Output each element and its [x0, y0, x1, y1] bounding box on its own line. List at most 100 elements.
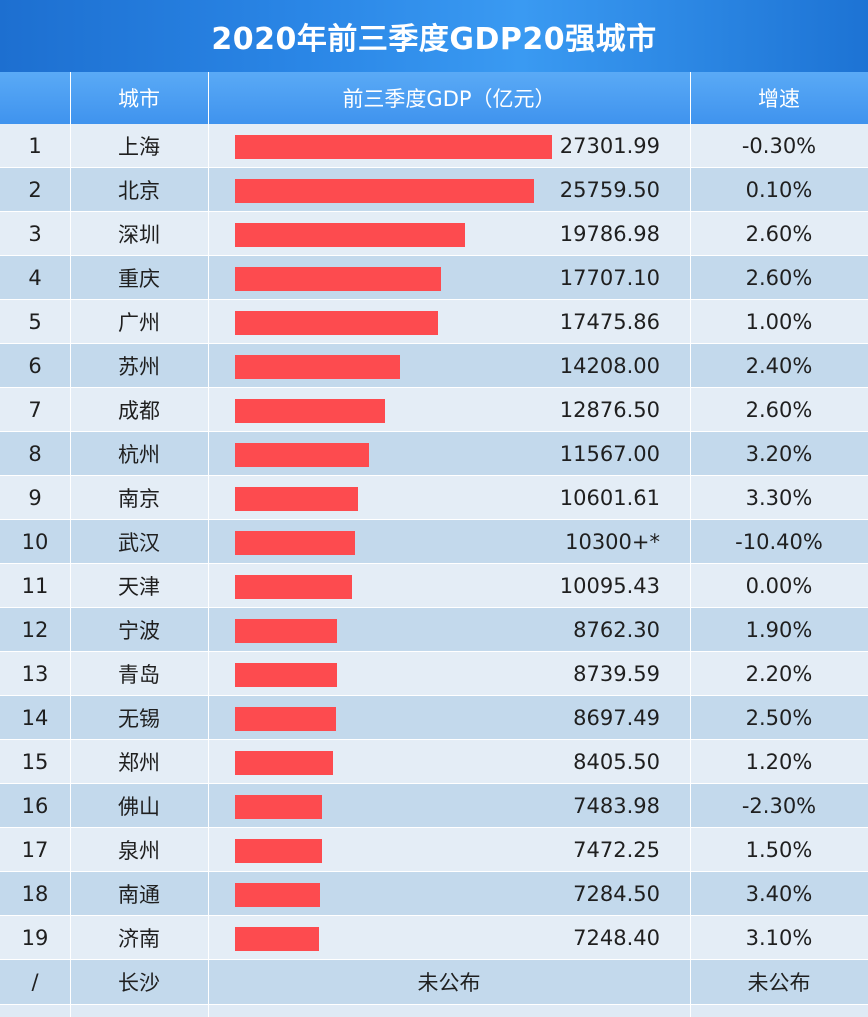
growth-cell: 3.10% — [745, 925, 813, 950]
table-body: 1 上海 27301.99 -0.30% 2 北京 25759.50 0.10% 3 深圳 1978… — [0, 124, 868, 1005]
gdp-bar — [235, 663, 337, 687]
growth-cell: 1.20% — [745, 749, 813, 774]
table-row: 18 南通 7284.50 3.40% — [0, 872, 868, 916]
table-row: 8 杭州 11567.00 3.20% — [0, 432, 868, 476]
gdp-cell: 8405.50 — [208, 740, 690, 783]
table-row: 10 武汉 10300+* -10.40% — [0, 520, 868, 564]
growth-cell: 2.60% — [745, 397, 813, 422]
gdp-value-label: 17707.10 — [559, 265, 660, 290]
city-cell: 杭州 — [118, 442, 160, 467]
city-cell: 无锡 — [118, 706, 160, 731]
gdp-bar — [235, 927, 320, 951]
city-cell: 成都 — [118, 398, 160, 423]
column-divider — [70, 72, 71, 1017]
gdp-value-label: 7483.98 — [573, 793, 660, 818]
header-gdp: 前三季度GDP（亿元） — [342, 87, 556, 111]
rank-cell: 9 — [28, 485, 42, 510]
rank-cell: 14 — [21, 705, 49, 730]
growth-cell: 1.90% — [745, 617, 813, 642]
growth-cell: 2.50% — [745, 705, 813, 730]
rank-cell: 12 — [21, 617, 49, 642]
rank-cell: 7 — [28, 397, 42, 422]
table-row: 13 青岛 8739.59 2.20% — [0, 652, 868, 696]
gdp-cell: 8739.59 — [208, 652, 690, 695]
gdp-cell: 7284.50 — [208, 872, 690, 915]
growth-cell: -0.30% — [741, 133, 817, 158]
table-row: 16 佛山 7483.98 -2.30% — [0, 784, 868, 828]
table-row: 19 济南 7248.40 3.10% — [0, 916, 868, 960]
city-cell: 佛山 — [118, 794, 160, 819]
growth-cell: -10.40% — [735, 529, 823, 554]
header-city: 城市 — [118, 87, 160, 111]
column-divider — [208, 72, 209, 1017]
chart-title: 2020年前三季度GDP20强城市 — [211, 22, 657, 57]
rank-cell: / — [31, 969, 39, 994]
growth-cell: 3.40% — [745, 881, 813, 906]
table-row: 12 宁波 8762.30 1.90% — [0, 608, 868, 652]
rank-cell: 8 — [28, 441, 42, 466]
gdp-value-label: 7472.25 — [573, 837, 660, 862]
table-row: 14 无锡 8697.49 2.50% — [0, 696, 868, 740]
gdp-value-label: 8739.59 — [573, 661, 660, 686]
table-row: 17 泉州 7472.25 1.50% — [0, 828, 868, 872]
gdp-cell: 14208.00 — [208, 344, 690, 387]
gdp-value-label: 8697.49 — [573, 705, 660, 730]
gdp-bar — [235, 619, 337, 643]
rank-cell: 3 — [28, 221, 42, 246]
rank-cell: 6 — [28, 353, 42, 378]
gdp-cell: 10095.43 — [208, 564, 690, 607]
gdp-cell: 25759.50 — [208, 168, 690, 211]
rank-cell: 19 — [21, 925, 49, 950]
gdp-cell: 8762.30 — [208, 608, 690, 651]
table-row: 7 成都 12876.50 2.60% — [0, 388, 868, 432]
gdp-cell: 8697.49 — [208, 696, 690, 739]
city-cell: 广州 — [118, 310, 160, 335]
growth-cell: 2.40% — [745, 353, 813, 378]
table-row-footer: / 长沙 未公布 未公布 — [0, 960, 868, 1005]
gdp-bar — [235, 311, 438, 335]
gdp-bar — [235, 751, 333, 775]
gdp-cell: 7483.98 — [208, 784, 690, 827]
table-row: 3 深圳 19786.98 2.60% — [0, 212, 868, 256]
city-cell: 济南 — [118, 926, 160, 951]
growth-cell: 3.30% — [745, 485, 813, 510]
growth-unpublished: 未公布 — [747, 970, 811, 995]
city-cell: 深圳 — [118, 222, 160, 247]
rank-cell: 16 — [21, 793, 49, 818]
gdp-value-label: 12876.50 — [559, 397, 660, 422]
gdp-value-label: 10095.43 — [559, 573, 660, 598]
growth-cell: 2.60% — [745, 221, 813, 246]
gdp-cell: 17475.86 — [208, 300, 690, 343]
gdp-cell: 27301.99 — [208, 124, 690, 167]
gdp-bar — [235, 487, 359, 511]
city-cell: 北京 — [118, 178, 160, 203]
gdp-bar — [235, 399, 385, 423]
table-row: 15 郑州 8405.50 1.20% — [0, 740, 868, 784]
city-cell: 南通 — [118, 882, 160, 907]
city-cell: 泉州 — [118, 838, 160, 863]
table-row: 5 广州 17475.86 1.00% — [0, 300, 868, 344]
gdp-cell: 17707.10 — [208, 256, 690, 299]
gdp-bar — [235, 179, 535, 203]
table-row: 11 天津 10095.43 0.00% — [0, 564, 868, 608]
rank-cell: 18 — [21, 881, 49, 906]
gdp-bar — [235, 531, 355, 555]
rank-cell: 13 — [21, 661, 49, 686]
gdp-cell: 10601.61 — [208, 476, 690, 519]
gdp-value-label: 8405.50 — [573, 749, 660, 774]
city-cell: 青岛 — [118, 662, 160, 687]
gdp-value-label: 7284.50 — [573, 881, 660, 906]
city-cell: 南京 — [118, 486, 160, 511]
city-cell: 苏州 — [118, 354, 160, 379]
growth-cell: 2.60% — [745, 265, 813, 290]
rank-cell: 1 — [28, 133, 42, 158]
gdp-bar — [235, 575, 353, 599]
gdp-value-label: 10300+* — [565, 529, 660, 554]
gdp-bar — [235, 135, 552, 159]
table-row: 4 重庆 17707.10 2.60% — [0, 256, 868, 300]
growth-cell: 0.10% — [745, 177, 813, 202]
city-cell: 郑州 — [118, 750, 160, 775]
growth-cell: 0.00% — [745, 573, 813, 598]
table-row: 6 苏州 14208.00 2.40% — [0, 344, 868, 388]
